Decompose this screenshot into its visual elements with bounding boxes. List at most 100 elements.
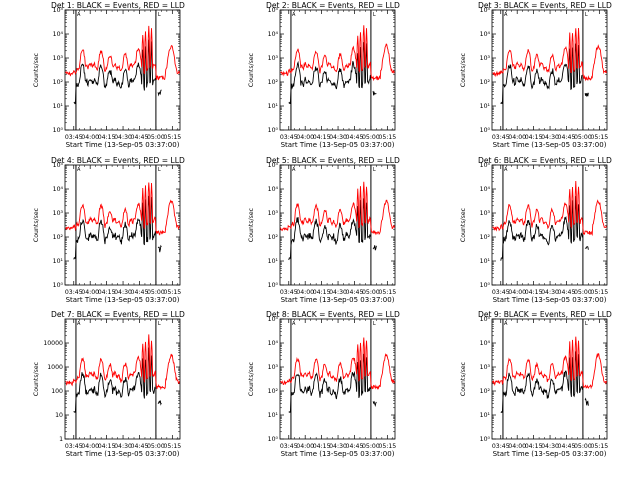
y-tick-label: 10¹ (268, 258, 279, 265)
series-events (288, 198, 377, 261)
y-tick-label: 100 (51, 388, 63, 395)
y-axis-label: Counts/sec (33, 52, 40, 87)
plot-frame (279, 318, 396, 440)
x-tick-label: 04:15 (98, 289, 116, 296)
x-tick-label: 04:15 (525, 134, 543, 141)
y-tick-label: 10⁴ (53, 186, 64, 193)
x-tick-label: 05:15 (378, 289, 396, 296)
x-tick-label: 04:45 (346, 289, 364, 296)
x-tick-label: 04:30 (114, 134, 132, 141)
x-tick-label: 05:00 (574, 443, 592, 450)
y-axis-label: Counts/sec (33, 207, 40, 242)
y-tick-label: 10⁰ (480, 127, 491, 134)
y-tick-label: 10¹ (53, 103, 64, 110)
x-tick-label: 04:45 (131, 443, 149, 450)
marker-l-label: L (158, 12, 161, 18)
marker-a-label: A (292, 321, 296, 327)
x-tick-label: 03:45 (65, 443, 83, 450)
x-tick-label: 03:45 (65, 134, 83, 141)
y-axis-label: Counts/sec (248, 361, 255, 396)
plot-frame (279, 164, 396, 286)
y-tick-label: 10⁴ (268, 186, 279, 193)
series-events (500, 351, 589, 414)
x-tick-label: 04:45 (131, 289, 149, 296)
y-tick-label: 10⁰ (268, 436, 279, 443)
x-axis-label: Start Time (13-Sep-05 03:37:00) (66, 141, 180, 149)
marker-a-label: A (77, 12, 81, 18)
series-lld (65, 182, 180, 236)
marker-a-label: A (504, 12, 508, 18)
panel-5: Det 5: BLACK = Events, RED = LLD 10⁰ 10¹ 10… (248, 156, 400, 304)
plot-frame (64, 164, 181, 286)
y-tick-label: 1000 (47, 364, 63, 371)
panel-title: Det 8: BLACK = Events, RED = LLD (266, 310, 400, 319)
y-tick-label: 10³ (480, 210, 491, 217)
y-tick-label: 10³ (53, 210, 64, 217)
x-tick-label: 04:45 (558, 443, 576, 450)
x-tick-label: 05:15 (163, 289, 181, 296)
x-tick-label: 03:45 (280, 289, 298, 296)
x-tick-label: 04:15 (98, 134, 116, 141)
y-axis-label: Counts/sec (248, 52, 255, 87)
x-tick-label: 05:00 (362, 443, 380, 450)
y-axis-label: Counts/sec (33, 361, 40, 396)
panel-title: Det 2: BLACK = Events, RED = LLD (266, 1, 400, 10)
y-tick-label: 10¹ (480, 258, 491, 265)
marker-a-label: A (77, 167, 81, 173)
series-lld (492, 28, 607, 82)
series-lld (65, 25, 180, 81)
x-tick-label: 05:15 (163, 134, 181, 141)
x-tick-label: 04:30 (114, 443, 132, 450)
y-tick-label: 10² (53, 234, 64, 241)
x-tick-label: 04:15 (525, 443, 543, 450)
y-axis-label: Counts/sec (460, 361, 467, 396)
y-tick-label: 10⁴ (480, 340, 491, 347)
y-tick-label: 10³ (53, 55, 64, 62)
x-tick-label: 04:00 (81, 289, 99, 296)
series-lld (280, 181, 395, 236)
y-axis-label: Counts/sec (460, 207, 467, 242)
panel-3: Det 3: BLACK = Events, RED = LLD 10⁰ 10¹ 10… (460, 1, 612, 149)
y-tick-label: 10⁵ (480, 316, 491, 323)
y-tick-label: 10¹ (268, 103, 279, 110)
x-tick-label: 05:00 (362, 289, 380, 296)
marker-l-label: L (373, 12, 376, 18)
x-axis-label: Start Time (13-Sep-05 03:37:00) (493, 141, 607, 149)
plot-frame (491, 318, 608, 440)
x-tick-label: 04:00 (296, 289, 314, 296)
x-tick-label: 05:15 (590, 443, 608, 450)
panel-title: Det 9: BLACK = Events, RED = LLD (478, 310, 612, 319)
x-tick-label: 04:00 (508, 289, 526, 296)
series-events (288, 353, 377, 414)
x-axis-label: Start Time (13-Sep-05 03:37:00) (493, 296, 607, 304)
x-tick-label: 04:45 (131, 134, 149, 141)
y-tick-label: 10⁵ (268, 7, 279, 14)
x-tick-label: 04:00 (508, 443, 526, 450)
x-tick-label: 04:15 (525, 289, 543, 296)
x-tick-label: 03:45 (65, 289, 83, 296)
x-tick-label: 04:30 (114, 289, 132, 296)
x-tick-label: 04:00 (296, 443, 314, 450)
x-tick-label: 04:00 (81, 443, 99, 450)
series-events (288, 42, 377, 104)
y-tick-label: 10⁰ (480, 436, 491, 443)
marker-a-label: A (292, 167, 296, 173)
marker-l-label: L (373, 167, 376, 173)
x-tick-label: 04:30 (329, 134, 347, 141)
x-tick-label: 04:45 (558, 289, 576, 296)
y-tick-label: 10⁰ (53, 282, 64, 289)
panel-title: Det 6: BLACK = Events, RED = LLD (478, 156, 612, 165)
y-tick-label: 10² (268, 79, 279, 86)
x-tick-label: 05:00 (574, 289, 592, 296)
x-tick-label: 05:00 (574, 134, 592, 141)
marker-a-label: A (504, 167, 508, 173)
x-axis-label: Start Time (13-Sep-05 03:37:00) (281, 141, 395, 149)
y-tick-label: 10² (53, 79, 64, 86)
marker-l-label: L (585, 12, 588, 18)
x-tick-label: 03:45 (492, 134, 510, 141)
y-tick-label: 10³ (480, 364, 491, 371)
y-tick-label: 10⁵ (268, 162, 279, 169)
y-tick-label: 10¹ (53, 258, 64, 265)
y-tick-label: 10⁴ (268, 31, 279, 38)
